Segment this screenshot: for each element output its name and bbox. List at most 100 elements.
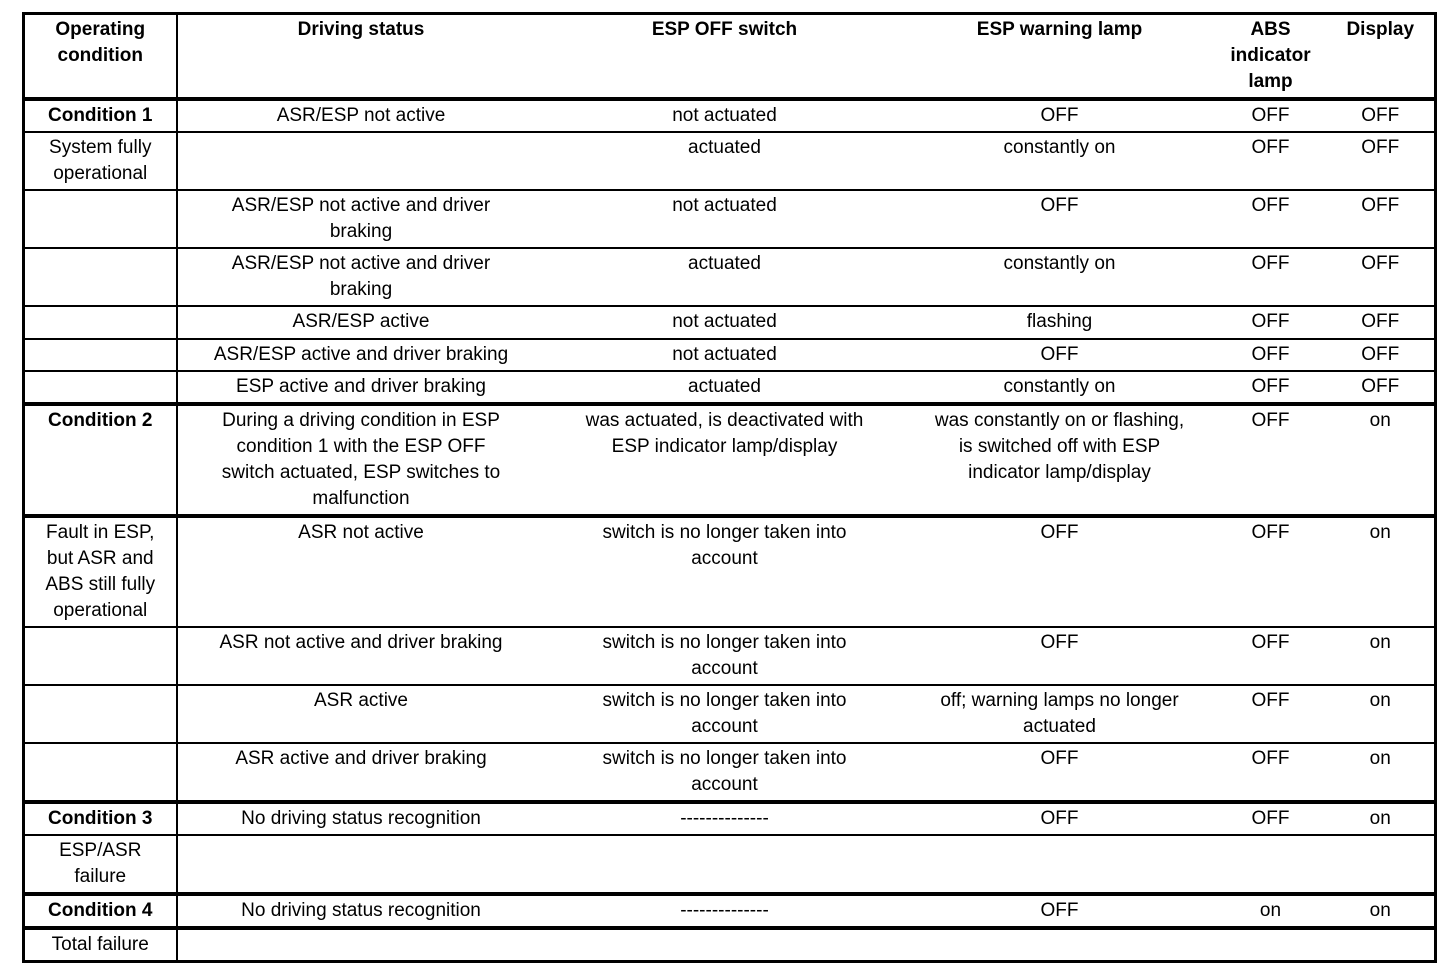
cell-esp-off-switch: switch is no longer taken into account [544, 685, 905, 744]
cell-operating-condition [23, 339, 178, 372]
cell-esp-off-switch: -------------- [544, 894, 905, 930]
cell-driving-status: During a driving condition in ESP condit… [176, 404, 545, 518]
cell-driving-status: No driving status recognition [176, 894, 545, 930]
cell-display: OFF [1326, 132, 1436, 191]
cell-abs-indicator-lamp: OFF [1214, 516, 1327, 628]
cell-esp-warning-lamp: flashing [904, 306, 1215, 340]
cell-abs-indicator-lamp: on [1214, 894, 1327, 930]
cell-abs-indicator-lamp: OFF [1214, 371, 1327, 406]
cell-driving-status: ESP active and driver braking [176, 371, 545, 406]
cell-operating-condition: ESP/ASR failure [23, 835, 178, 896]
cell-operating-condition [23, 743, 178, 804]
cell-operating-condition: System fully operational [23, 132, 178, 191]
table-row: Total failure [23, 928, 1436, 963]
cell-operating-condition [23, 306, 178, 340]
cell-operating-condition: Condition 2 [23, 404, 178, 518]
cell-abs-indicator-lamp: OFF [1214, 132, 1327, 191]
cell-esp-warning-lamp: OFF [904, 627, 1215, 686]
cell-operating-condition: Total failure [23, 928, 178, 963]
column-header-esp-warning-lamp: ESP warning lamp [904, 13, 1215, 101]
table-row: ESP/ASR failure [23, 835, 1436, 896]
table-row: ASR not active and driver braking switch… [23, 627, 1436, 686]
cell-operating-condition [23, 371, 178, 406]
cell-display [1326, 928, 1436, 963]
cell-driving-status [176, 132, 545, 191]
cell-driving-status: ASR not active and driver braking [176, 627, 545, 686]
cell-operating-condition [23, 627, 178, 686]
cell-esp-warning-lamp: constantly on [904, 371, 1215, 406]
table-row: ASR active switch is no longer taken int… [23, 685, 1436, 744]
cell-display: OFF [1326, 339, 1436, 372]
cell-operating-condition: Condition 1 [23, 99, 178, 133]
table-row: ESP active and driver braking actuated c… [23, 371, 1436, 406]
cell-driving-status: ASR/ESP not active and driver braking [176, 248, 545, 307]
cell-display: OFF [1326, 306, 1436, 340]
cell-esp-warning-lamp: OFF [904, 743, 1215, 804]
cell-esp-off-switch: -------------- [544, 802, 905, 836]
cell-esp-warning-lamp [904, 928, 1215, 963]
table-row: ASR/ESP active not actuated flashing OFF… [23, 306, 1436, 340]
cell-driving-status: ASR active [176, 685, 545, 744]
cell-driving-status: ASR not active [176, 516, 545, 628]
cell-esp-off-switch: actuated [544, 248, 905, 307]
cell-display: on [1326, 894, 1436, 930]
table-row: Fault in ESP, but ASR and ABS still full… [23, 516, 1436, 628]
cell-esp-off-switch: not actuated [544, 339, 905, 372]
cell-driving-status: ASR/ESP active [176, 306, 545, 340]
cell-abs-indicator-lamp: OFF [1214, 190, 1327, 249]
cell-esp-warning-lamp: OFF [904, 339, 1215, 372]
cell-esp-warning-lamp: OFF [904, 802, 1215, 836]
cell-driving-status: ASR active and driver braking [176, 743, 545, 804]
table-row: System fully operational actuated consta… [23, 132, 1436, 191]
cell-display: OFF [1326, 190, 1436, 249]
cell-operating-condition [23, 685, 178, 744]
cell-abs-indicator-lamp: OFF [1214, 802, 1327, 836]
cell-display: OFF [1326, 99, 1436, 133]
cell-abs-indicator-lamp: OFF [1214, 99, 1327, 133]
cell-esp-warning-lamp: constantly on [904, 248, 1215, 307]
cell-display [1326, 835, 1436, 896]
table-row: ASR/ESP not active and driver braking no… [23, 190, 1436, 249]
esp-operating-conditions-table: Operating condition Driving status ESP O… [22, 12, 1437, 963]
cell-esp-warning-lamp: OFF [904, 190, 1215, 249]
cell-operating-condition: Fault in ESP, but ASR and ABS still full… [23, 516, 178, 628]
cell-esp-warning-lamp: OFF [904, 99, 1215, 133]
cell-driving-status: ASR/ESP not active [176, 99, 545, 133]
cell-esp-off-switch: not actuated [544, 306, 905, 340]
cell-operating-condition [23, 248, 178, 307]
cell-abs-indicator-lamp: OFF [1214, 627, 1327, 686]
cell-display: on [1326, 627, 1436, 686]
cell-driving-status [176, 835, 545, 896]
cell-abs-indicator-lamp: OFF [1214, 743, 1327, 804]
cell-abs-indicator-lamp: OFF [1214, 685, 1327, 744]
cell-esp-off-switch: actuated [544, 132, 905, 191]
cell-esp-off-switch: was actuated, is deactivated with ESP in… [544, 404, 905, 518]
cell-display: on [1326, 743, 1436, 804]
cell-esp-off-switch: switch is no longer taken into account [544, 627, 905, 686]
table-row-condition-2: Condition 2 During a driving condition i… [23, 404, 1436, 518]
cell-abs-indicator-lamp [1214, 835, 1327, 896]
column-header-esp-off-switch: ESP OFF switch [544, 13, 905, 101]
cell-esp-warning-lamp [904, 835, 1215, 896]
table-row-condition-3: Condition 3 No driving status recognitio… [23, 802, 1436, 836]
cell-abs-indicator-lamp: OFF [1214, 248, 1327, 307]
cell-esp-warning-lamp: OFF [904, 894, 1215, 930]
cell-esp-off-switch: actuated [544, 371, 905, 406]
cell-display: OFF [1326, 371, 1436, 406]
cell-display: on [1326, 516, 1436, 628]
table-row: ASR active and driver braking switch is … [23, 743, 1436, 804]
table-row-condition-4: Condition 4 No driving status recognitio… [23, 894, 1436, 930]
cell-operating-condition: Condition 4 [23, 894, 178, 930]
cell-driving-status [176, 928, 545, 963]
cell-driving-status: No driving status recognition [176, 802, 545, 836]
column-header-driving-status: Driving status [176, 13, 545, 101]
cell-abs-indicator-lamp [1214, 928, 1327, 963]
cell-display: OFF [1326, 248, 1436, 307]
cell-esp-off-switch: switch is no longer taken into account [544, 743, 905, 804]
table-row-condition-1: Condition 1 ASR/ESP not active not actua… [23, 99, 1436, 133]
cell-display: on [1326, 404, 1436, 518]
cell-esp-off-switch: not actuated [544, 99, 905, 133]
cell-operating-condition: Condition 3 [23, 802, 178, 836]
cell-operating-condition [23, 190, 178, 249]
cell-driving-status: ASR/ESP not active and driver braking [176, 190, 545, 249]
